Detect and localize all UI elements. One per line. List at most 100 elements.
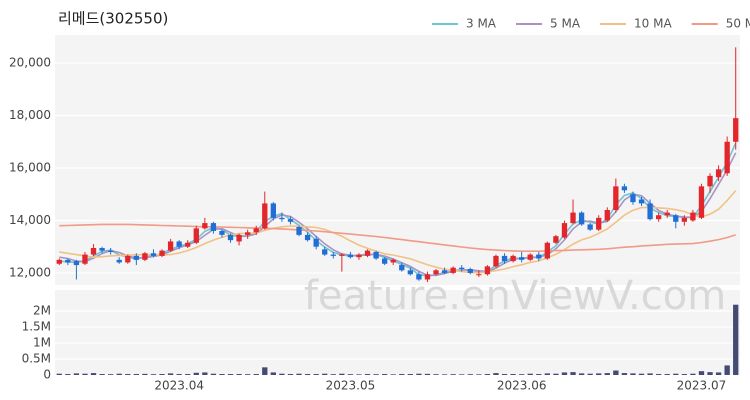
volume-bar: [587, 373, 593, 375]
candle-body: [304, 234, 311, 241]
volume-bar: [90, 373, 97, 375]
candle-body: [587, 224, 593, 230]
candle-body: [245, 232, 251, 235]
volume-bar: [382, 374, 388, 375]
candle-body: [185, 242, 191, 247]
candle-body: [296, 227, 302, 235]
volume-bar: [553, 373, 559, 375]
candle-body: [390, 259, 396, 263]
volume-bar: [56, 373, 62, 375]
volume-bar: [441, 374, 448, 375]
candle-body: [202, 223, 208, 229]
candle-body: [501, 255, 508, 262]
volume-bar: [116, 373, 122, 375]
candle-body: [733, 118, 739, 142]
volume-bar: [270, 372, 276, 375]
volume-bar: [73, 373, 80, 375]
price-panel: [55, 35, 740, 285]
candle-body: [227, 234, 234, 241]
legend-label: 10 MA: [634, 17, 672, 31]
volume-bar: [279, 373, 285, 375]
volume-bar: [613, 370, 619, 375]
candle-body: [536, 254, 542, 259]
candle-body: [544, 242, 550, 259]
candle-body: [630, 194, 636, 203]
volume-bar: [681, 374, 687, 375]
volume-bar: [219, 374, 225, 375]
volume-bar: [561, 372, 568, 375]
volume-bar: [724, 365, 730, 375]
volume-bar: [253, 374, 259, 375]
candle-body: [621, 186, 628, 191]
candle-body: [553, 236, 559, 243]
volume-bar: [698, 371, 705, 375]
candle-body: [262, 203, 268, 229]
legend-label: 3 MA: [466, 17, 497, 31]
candle-body: [681, 217, 687, 222]
candle-body: [698, 186, 705, 218]
volume-bar: [407, 374, 413, 375]
candle-body: [193, 228, 199, 243]
volume-bar: [99, 374, 105, 375]
volume-bar: [347, 374, 354, 375]
candle-body: [65, 259, 71, 263]
volume-bar: [527, 373, 533, 375]
volume-bar: [227, 374, 234, 375]
volume-bar: [416, 373, 422, 375]
y-tick-label: 18,000: [9, 108, 51, 122]
volume-bar: [399, 374, 405, 375]
candle-body: [416, 274, 422, 280]
volume-bar: [262, 367, 268, 375]
volume-bar: [313, 374, 319, 375]
candle-body: [484, 266, 491, 275]
legend-label: 50 MA: [726, 17, 750, 31]
ma-line: [59, 190, 737, 274]
candle-body: [313, 238, 319, 247]
y-tick-label: 0.5M: [22, 352, 51, 366]
volume-bar: [621, 373, 628, 375]
volume-bar: [167, 373, 174, 375]
volume-bar: [142, 373, 148, 375]
candle-body: [519, 257, 525, 260]
candle-body: [527, 254, 533, 260]
volume-bar: [510, 374, 516, 375]
volume-bar: [339, 373, 345, 375]
candle-body: [364, 250, 371, 256]
x-tick-label: 2023.04: [154, 379, 204, 393]
volume-bar: [424, 373, 431, 375]
volume-bar: [287, 374, 294, 375]
candle-body: [82, 254, 88, 264]
candle-body: [459, 267, 465, 269]
chart-title: 리메드(302550): [58, 10, 168, 28]
candle-body: [578, 212, 585, 225]
y-tick-label: 14,000: [9, 213, 51, 227]
candle-body: [433, 270, 439, 275]
volume-bar: [578, 373, 585, 375]
candle-body: [73, 261, 80, 266]
volume-bar: [673, 373, 679, 375]
volume-bar: [373, 374, 379, 375]
candle-body: [159, 250, 165, 256]
y-tick-label: 20,000: [9, 56, 51, 70]
volume-bar: [647, 373, 653, 375]
volume-bar: [501, 374, 508, 375]
candle-body: [90, 248, 97, 255]
candle-body: [707, 175, 713, 187]
candle-body: [99, 248, 105, 251]
volume-bar: [630, 373, 636, 375]
volume-bar: [82, 373, 88, 375]
volume-bar: [733, 304, 739, 375]
y-tick-label: 1.5M: [22, 320, 51, 334]
candle-body: [604, 209, 610, 221]
candle-body: [339, 254, 345, 256]
candle-body: [253, 228, 259, 233]
volume-bar: [656, 374, 662, 375]
volume-bar: [596, 373, 602, 375]
volume-bar: [364, 374, 371, 375]
volume-bar: [638, 373, 645, 375]
candle-body: [647, 203, 653, 220]
candle-body: [596, 217, 602, 230]
volume-bar: [459, 374, 465, 375]
volume-bar: [185, 374, 191, 375]
